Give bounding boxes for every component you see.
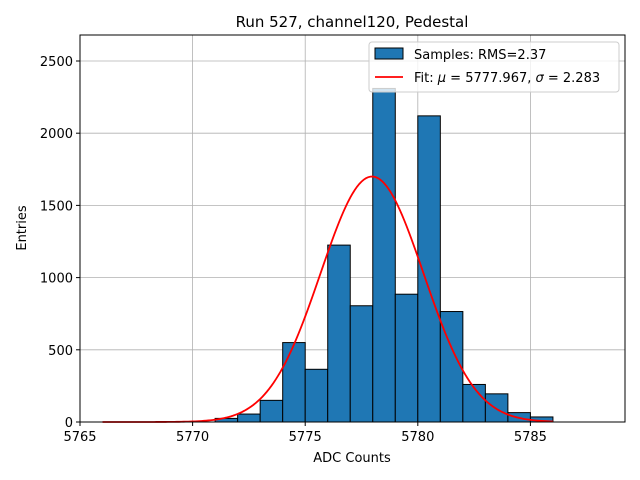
x-axis-ticks: 5765 5770 5775 5780 5785 bbox=[63, 422, 547, 445]
x-tick-label: 5765 bbox=[63, 430, 96, 445]
histogram-bar bbox=[327, 244, 351, 423]
y-tick-label: 0 bbox=[65, 416, 73, 431]
histogram-bar bbox=[237, 413, 261, 423]
histogram-bar bbox=[349, 305, 374, 423]
y-tick-label: 1000 bbox=[40, 272, 73, 287]
histogram-bar bbox=[372, 87, 396, 423]
y-tick-label: 500 bbox=[48, 344, 73, 359]
histogram-bar bbox=[282, 342, 306, 423]
chart-title: Run 527, channel120, Pedestal bbox=[236, 13, 469, 31]
x-tick-label: 5780 bbox=[401, 430, 434, 445]
histogram-bar bbox=[259, 399, 284, 423]
x-tick-label: 5785 bbox=[514, 430, 547, 445]
y-tick-label: 2500 bbox=[40, 55, 73, 70]
plot-frame bbox=[79, 34, 626, 423]
x-tick-label: 5770 bbox=[176, 430, 209, 445]
y-tick-label: 2000 bbox=[40, 127, 73, 142]
legend: Samples: RMS=2.37 Fit: μ = 5777.967, σ =… bbox=[368, 41, 620, 93]
histogram-bar bbox=[394, 293, 419, 423]
x-tick-label: 5775 bbox=[289, 430, 322, 445]
legend-bar-swatch bbox=[374, 47, 404, 60]
y-axis-ticks: 0 500 1000 1500 2000 2500 bbox=[40, 55, 80, 431]
x-axis-title: ADC Counts bbox=[313, 451, 391, 466]
histogram-bar bbox=[462, 383, 486, 423]
legend-box bbox=[368, 41, 620, 93]
y-axis-title: Entries bbox=[15, 205, 30, 251]
legend-fit-label: Fit: μ = 5777.967, σ = 2.283 bbox=[414, 71, 600, 86]
legend-bar-label: Samples: RMS=2.37 bbox=[414, 48, 546, 63]
histogram-bar bbox=[304, 368, 329, 423]
y-tick-label: 1500 bbox=[40, 199, 73, 214]
